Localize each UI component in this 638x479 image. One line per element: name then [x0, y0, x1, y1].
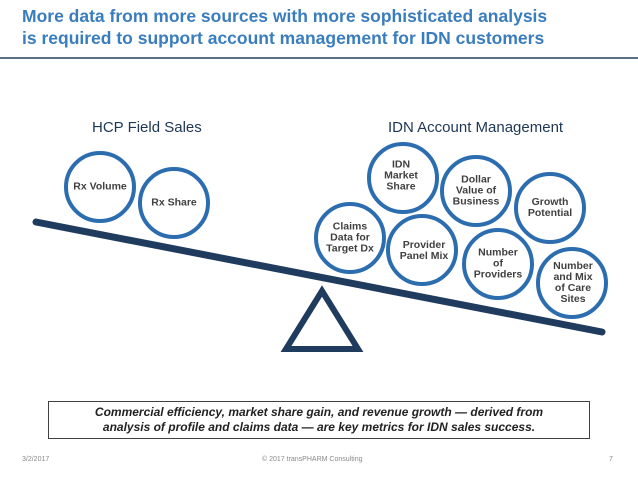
fulcrum-triangle — [280, 285, 364, 352]
metric-circle-growth-potential — [514, 172, 586, 244]
metric-circle-claims-data — [314, 202, 386, 274]
metric-circle-dollar-value — [440, 155, 512, 227]
title-line-1: More data from more sources with more so… — [22, 6, 548, 26]
heading-hcp-field-sales: HCP Field Sales — [92, 119, 202, 136]
metric-circle-provider-panel-mix — [386, 214, 458, 286]
metric-circle-number-of-providers — [462, 228, 534, 300]
metric-circle-care-sites — [536, 247, 608, 319]
metric-circle-idn-market-share — [367, 142, 439, 214]
caption-line-1: Commercial efficiency, market share gain… — [94, 405, 544, 419]
footer-page-number: 7 — [609, 456, 613, 463]
metric-label-claims-data: Claims Data for Target Dx — [326, 220, 374, 255]
caption-line-2: analysis of profile and claims data — ar… — [102, 420, 536, 434]
metric-label-growth-potential: Growth Potential — [527, 196, 573, 219]
metric-circle-rx-volume — [64, 151, 136, 223]
page-title: More data from more sources with more so… — [22, 5, 622, 49]
metric-label-dollar-value: Dollar Value of Business — [452, 173, 500, 208]
title-divider — [0, 57, 638, 59]
seesaw-diagram — [32, 142, 608, 352]
metric-label-provider-panel-mix: Provider Panel Mix — [399, 239, 449, 262]
heading-idn-account-management: IDN Account Management — [388, 119, 564, 136]
balance-beam — [32, 218, 606, 336]
metric-label-rx-share: Rx Share — [151, 196, 197, 209]
summary-caption-box: Commercial efficiency, market share gain… — [48, 401, 590, 439]
metric-label-care-sites: Number and Mix of Care Sites — [553, 260, 593, 305]
footer-copyright: © 2017 transPHARM Consulting — [262, 456, 363, 463]
metric-label-number-of-providers: Number of Providers — [473, 246, 523, 281]
metric-circle-rx-share — [138, 167, 210, 239]
metric-label-idn-market-share: IDN Market Share — [384, 158, 418, 193]
title-line-2: is required to support account managemen… — [22, 28, 545, 48]
footer-date: 3/2/2017 — [22, 456, 50, 463]
metric-label-rx-volume: Rx Volume — [73, 180, 127, 193]
